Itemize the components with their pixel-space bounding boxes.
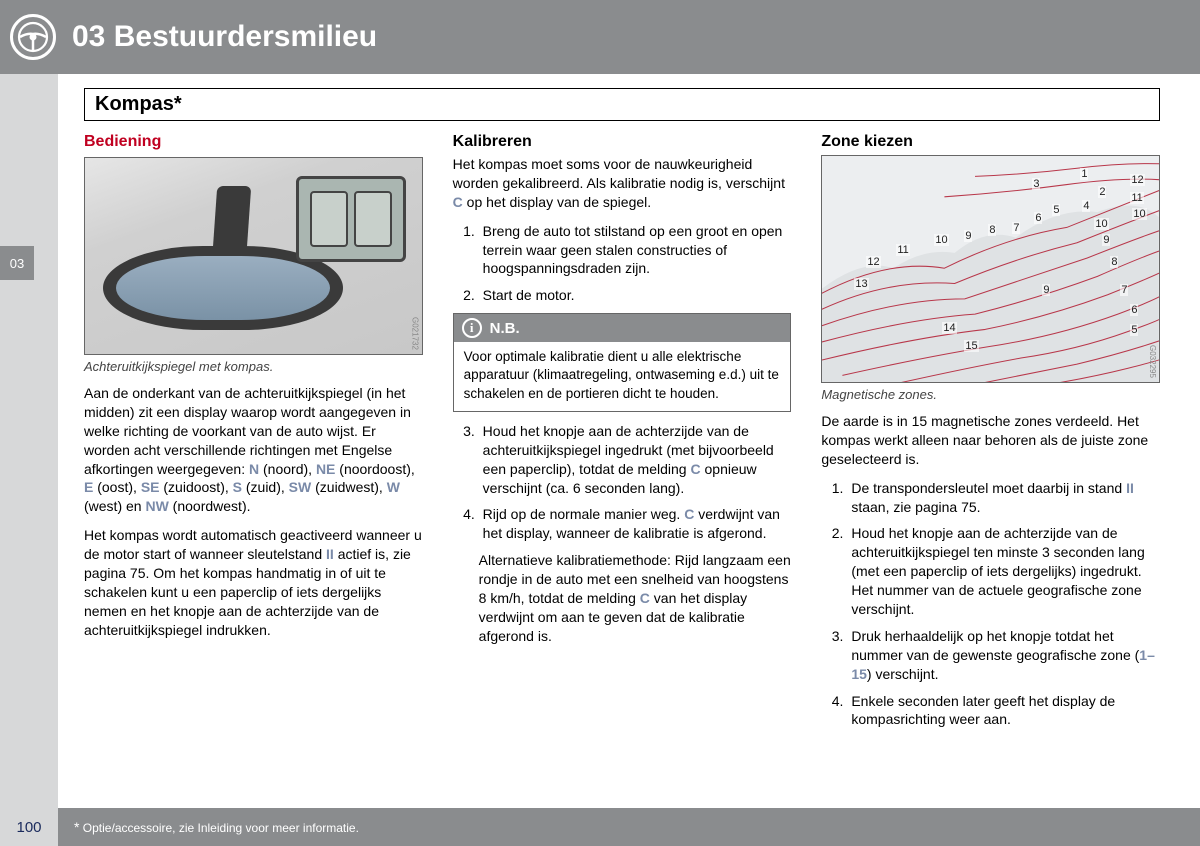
map-zone-number: 5 [1130, 324, 1138, 336]
col3-step-2: Houd het knopje aan de achterzijde van d… [847, 524, 1160, 618]
map-zone-number: 8 [1110, 256, 1118, 268]
column-2: Kalibreren Het kompas moet soms voor de … [453, 133, 792, 737]
col2-intro: Het kompas moet soms voor de nauwkeurigh… [453, 155, 792, 212]
footer-note: * Optie/accessoire, zie Inleiding voor m… [74, 819, 359, 835]
col2-alt-method: Alternatieve kalibratiemethode: Rijd lan… [479, 551, 792, 645]
page-content: Kompas* Bediening G021732 Achteruitkijks… [58, 74, 1200, 808]
header-band: 03 Bestuurdersmilieu [0, 0, 1200, 74]
note-body: Voor optimale kalibratie dient u alle el… [454, 342, 791, 411]
column-3: Zone kiezen [821, 133, 1160, 737]
map-zone-number: 2 [1098, 186, 1106, 198]
map-zone-number: 7 [1012, 222, 1020, 234]
footer-band: 100 * Optie/accessoire, zie Inleiding vo… [0, 808, 1200, 846]
figure-code-map: G032295 [1148, 345, 1157, 378]
map-zone-number: 14 [942, 322, 956, 334]
map-zone-number: 1 [1080, 168, 1088, 180]
map-zone-number: 3 [1032, 178, 1040, 190]
heading-zone-kiezen: Zone kiezen [821, 133, 1160, 151]
column-1: Bediening G021732 Achteruitkijkspiegel m… [84, 133, 423, 737]
col2-steps-b: Houd het knopje aan de achterzijde van d… [453, 422, 792, 543]
compass-display-inset [296, 176, 406, 262]
col2-step-4: Rijd op de normale manier weg. C verdwij… [479, 505, 792, 543]
figure-code: G021732 [411, 317, 420, 350]
left-margin-strip [0, 74, 58, 808]
col2-step-2: Start de motor. [479, 286, 792, 305]
note-head: i N.B. [454, 314, 791, 342]
chapter-side-tab: 03 [0, 246, 34, 280]
map-zone-number: 15 [964, 340, 978, 352]
map-zone-number: 10 [934, 234, 948, 246]
col3-step-3: Druk herhaaldelijk op het knopje totdat … [847, 627, 1160, 684]
figure-map: G032295 12345656778899910101011111212131… [821, 155, 1160, 383]
map-zone-number: 11 [1130, 192, 1143, 204]
map-zone-number: 9 [964, 230, 972, 242]
figure-caption-map: Magnetische zones. [821, 387, 1160, 402]
map-zone-number: 9 [1102, 234, 1110, 246]
figure-mirror: G021732 [84, 157, 423, 355]
map-zone-number: 9 [1042, 284, 1050, 296]
heading-bediening: Bediening [84, 133, 423, 151]
map-zone-number: 10 [1094, 218, 1108, 230]
page-number: 100 [0, 808, 58, 846]
heading-kalibreren: Kalibreren [453, 133, 792, 151]
map-zone-number: 7 [1120, 284, 1128, 296]
map-zone-number: 10 [1132, 208, 1146, 220]
map-zone-number: 12 [866, 256, 880, 268]
info-icon: i [462, 318, 482, 338]
chapter-title: 03 Bestuurdersmilieu [72, 20, 377, 54]
map-zone-number: 12 [1130, 174, 1144, 186]
map-zone-number: 6 [1130, 304, 1138, 316]
col3-step-1: De transpondersleutel moet daarbij in st… [847, 479, 1160, 517]
col2-step-1: Breng de auto tot stilstand op een groot… [479, 222, 792, 279]
col3-intro: De aarde is in 15 magnetische zones verd… [821, 412, 1160, 469]
col3-step-4: Enkele seconden later geeft het display … [847, 692, 1160, 730]
section-title-box: Kompas* [84, 88, 1160, 121]
map-zone-number: 6 [1034, 212, 1042, 224]
note-title: N.B. [490, 320, 520, 337]
col1-paragraph-2: Het kompas wordt automatisch geactiveerd… [84, 526, 423, 639]
map-zone-number: 4 [1082, 200, 1090, 212]
col2-step-3: Houd het knopje aan de achterzijde van d… [479, 422, 792, 498]
section-title: Kompas* [95, 93, 1149, 116]
map-zone-number: 8 [988, 224, 996, 236]
figure-caption-mirror: Achteruitkijkspiegel met kompas. [84, 359, 423, 374]
map-zone-number: 5 [1052, 204, 1060, 216]
map-zone-number: 11 [896, 244, 909, 256]
map-zone-number: 13 [854, 278, 868, 290]
col3-steps: De transpondersleutel moet daarbij in st… [821, 479, 1160, 730]
col2-steps-a: Breng de auto tot stilstand op een groot… [453, 222, 792, 306]
col1-paragraph-1: Aan de onderkant van de achteruitkijkspi… [84, 384, 423, 516]
steering-wheel-icon [10, 14, 56, 60]
note-box: i N.B. Voor optimale kalibratie dient u … [453, 313, 792, 412]
